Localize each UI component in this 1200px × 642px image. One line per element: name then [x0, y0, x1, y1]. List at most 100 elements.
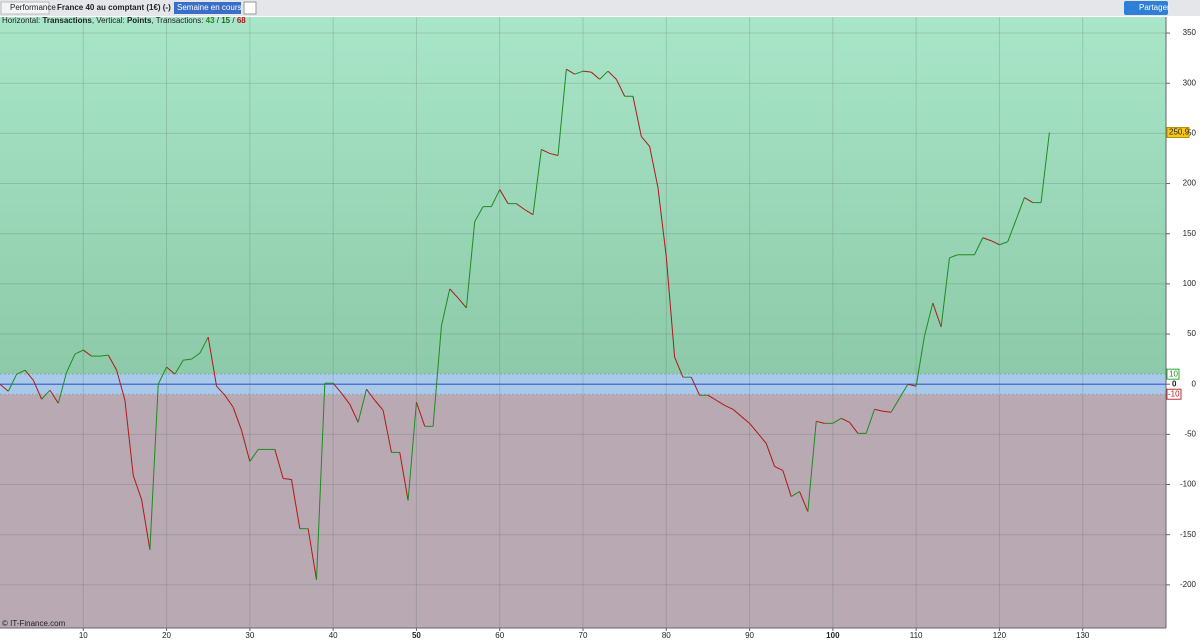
line-segment [490, 189, 501, 207]
line-segment [865, 409, 875, 434]
instrument-label[interactable]: France 40 au comptant (1€) (-) [57, 3, 171, 12]
line-segment [432, 325, 442, 427]
tool-button[interactable] [243, 1, 257, 15]
line-segment [541, 148, 550, 154]
period-label: Semaine en cours [177, 3, 241, 12]
x-tick-label: 80 [662, 631, 671, 640]
line-segment [674, 356, 684, 378]
current-value-bg [1166, 126, 1190, 138]
line-segment [1024, 197, 1034, 204]
share-label: Partager [1139, 3, 1170, 12]
line-segment [207, 336, 218, 387]
line-segment [915, 335, 925, 387]
negative-zone [0, 394, 1166, 628]
line-segment [449, 288, 459, 299]
line-segment [49, 389, 59, 404]
line-segment [141, 499, 151, 550]
module-label: Performance [10, 3, 56, 12]
line-segment [0, 383, 9, 392]
line-segment [982, 237, 992, 242]
line-segment [557, 69, 567, 156]
x-tick-label: 10 [79, 631, 88, 640]
line-segment [574, 70, 584, 75]
share-button[interactable] [1124, 1, 1168, 15]
line-segment [524, 209, 534, 216]
line-segment [1040, 132, 1050, 203]
subtitle: Horizontal: Transactions, Vertical: Poin… [2, 16, 246, 25]
line-segment [107, 354, 118, 371]
line-segment [849, 422, 859, 434]
y-tick-label: -50 [1184, 429, 1196, 438]
line-segment [382, 410, 392, 453]
line-segment [632, 96, 642, 137]
x-tick-label: 50 [412, 631, 421, 640]
x-tick-label: 30 [245, 631, 254, 640]
line-segment [16, 369, 26, 375]
window-controls[interactable] [1170, 1, 1199, 15]
line-segment [899, 383, 909, 399]
band-label-bg [1166, 388, 1182, 400]
line-segment [949, 254, 958, 259]
line-segment [374, 399, 384, 411]
line-segment [315, 383, 326, 580]
line-segment [474, 206, 484, 222]
line-segment [307, 528, 317, 580]
y-tick-label: -200 [1180, 580, 1197, 589]
line-segment [457, 297, 467, 309]
y-tick-label: 300 [1183, 78, 1197, 87]
y-tick-label: -100 [1180, 480, 1197, 489]
line-segment [191, 352, 201, 360]
x-tick-label: 20 [162, 631, 171, 640]
line-segment [7, 373, 18, 392]
y-tick-label: 350 [1183, 28, 1197, 37]
line-segment [774, 466, 784, 471]
line-segment [66, 353, 76, 373]
y-tick-label: 100 [1183, 279, 1197, 288]
copyright: © IT-Finance.com [2, 619, 66, 628]
line-segment [216, 385, 226, 396]
line-segment [782, 470, 792, 497]
line-segment [249, 449, 259, 462]
y-tick-label: -150 [1180, 530, 1197, 539]
line-segment [407, 402, 417, 501]
line-segment [607, 70, 617, 80]
line-segment [799, 491, 809, 512]
x-tick-label: 110 [910, 631, 923, 640]
line-segment [41, 389, 51, 400]
line-segment [549, 152, 559, 156]
line-segment [232, 407, 242, 431]
line-segment [399, 452, 409, 501]
line-segment [124, 400, 134, 476]
band-label-bg [1166, 368, 1180, 380]
x-tick-label: 130 [1076, 631, 1090, 640]
line-segment [166, 366, 176, 375]
line-segment [690, 376, 701, 396]
period-select[interactable] [174, 2, 241, 14]
line-segment [465, 221, 476, 309]
line-segment [582, 70, 592, 73]
line-segment [224, 394, 234, 408]
module-button[interactable] [0, 1, 50, 15]
line-segment [657, 187, 667, 257]
line-segment [415, 402, 426, 427]
line-segment [757, 433, 767, 444]
line-segment [591, 71, 600, 80]
line-segment [1007, 219, 1017, 242]
y-tick-label: 150 [1183, 229, 1197, 238]
current-value-label: 250,9 [1169, 128, 1190, 137]
line-segment [499, 189, 509, 204]
line-segment [74, 349, 84, 355]
line-segment [874, 408, 883, 412]
subtitle-part: 15 [221, 16, 230, 25]
subtitle-part: Horizontal: [2, 16, 42, 25]
subtitle-part: / [230, 16, 237, 25]
subtitle-part: , Transactions: [151, 16, 205, 25]
subtitle-part: Points [127, 16, 152, 25]
line-segment [241, 430, 251, 462]
line-segment [99, 354, 109, 357]
line-segment [732, 408, 742, 417]
line-segment [157, 366, 168, 385]
band-label: 10 [1169, 369, 1178, 378]
x-tick-label: 120 [993, 631, 1007, 640]
line-segment [940, 257, 950, 328]
